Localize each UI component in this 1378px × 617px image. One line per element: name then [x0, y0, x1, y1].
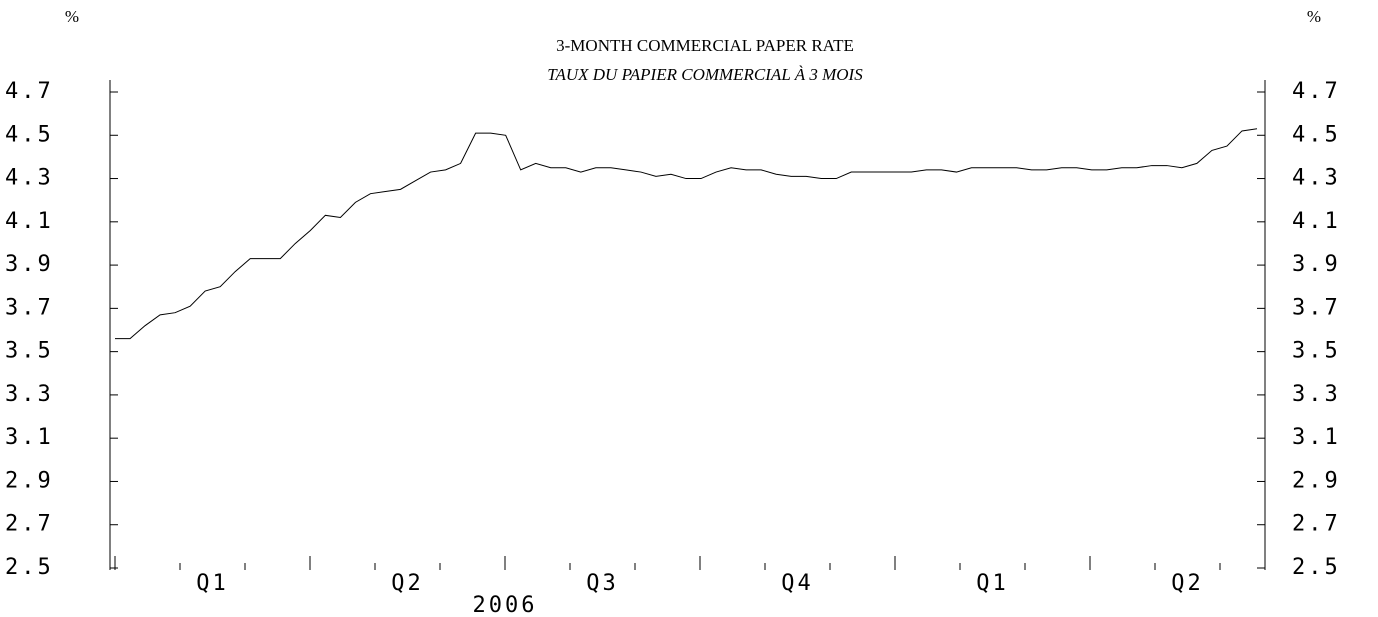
- y2-tick-label: 3.3: [1292, 382, 1341, 407]
- y-tick-label: 2.9: [5, 468, 54, 493]
- y-tick-label: 3.1: [5, 425, 54, 450]
- y-tick-label: 4.3: [5, 166, 54, 191]
- series-line: [115, 128, 1258, 340]
- x-year-label: 2006: [473, 593, 538, 617]
- x-tick-label: Q1: [976, 571, 1009, 596]
- y2-tick-label: 2.5: [1292, 555, 1341, 580]
- y2-tick-label: 2.7: [1292, 512, 1341, 537]
- y-tick-label: 3.9: [5, 252, 54, 277]
- y-tick-label: 3.5: [5, 339, 54, 364]
- x-tick-label: Q2: [1171, 571, 1204, 596]
- y2-tick-label: 4.5: [1292, 122, 1341, 147]
- y-tick-label: 2.5: [5, 555, 54, 580]
- y-tick-label: 3.7: [5, 295, 54, 320]
- y2-tick-label: 3.7: [1292, 295, 1341, 320]
- y2-tick-label: 4.7: [1292, 79, 1341, 104]
- y2-tick-label: 3.9: [1292, 252, 1341, 277]
- y-tick-label: 2.7: [5, 512, 54, 537]
- y2-tick-label: 3.1: [1292, 425, 1341, 450]
- y2-tick-label: 4.1: [1292, 209, 1341, 234]
- y-tick-label: 4.1: [5, 209, 54, 234]
- y-tick-label: 4.7: [5, 79, 54, 104]
- y2-unit: %: [1307, 7, 1321, 26]
- x-tick-label: Q4: [781, 571, 814, 596]
- y-unit: %: [65, 7, 79, 26]
- y-tick-label: 4.5: [5, 122, 54, 147]
- x-tick-label: Q3: [586, 571, 619, 596]
- y2-tick-label: 2.9: [1292, 468, 1341, 493]
- chart-subtitle: TAUX DU PAPIER COMMERCIAL À 3 MOIS: [547, 65, 863, 84]
- y2-tick-label: 4.3: [1292, 166, 1341, 191]
- x-tick-label: Q1: [196, 571, 229, 596]
- y-tick-label: 3.3: [5, 382, 54, 407]
- y2-tick-label: 3.5: [1292, 339, 1341, 364]
- x-tick-label: Q2: [391, 571, 424, 596]
- chart-title: 3-MONTH COMMERCIAL PAPER RATE: [556, 36, 854, 55]
